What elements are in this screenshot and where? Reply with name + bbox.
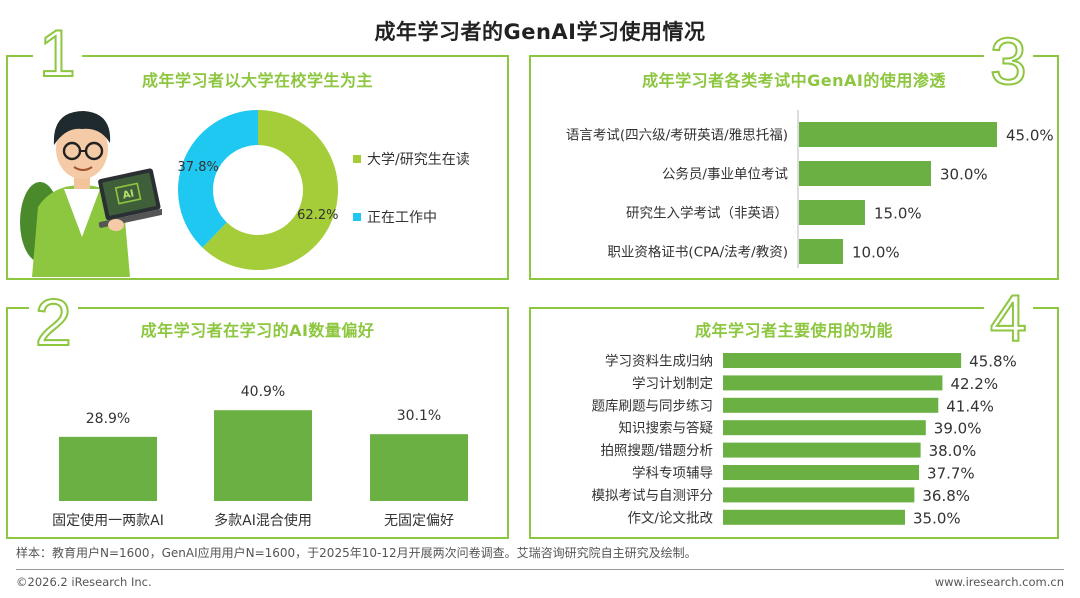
panel-number-2: 2 [29,288,78,356]
donut-slice-label: 37.8% [178,160,219,175]
bar-value-label: 30.0% [940,166,988,184]
bar [723,375,943,391]
legend-label: 大学/研究生在读 [367,152,470,168]
category-label: 拍照搜题/错题分析 [600,443,713,459]
bar-value-label: 39.0% [934,420,982,438]
website-link[interactable]: www.iresearch.com.cn [934,575,1064,589]
category-label: 公务员/事业单位考试 [662,167,789,183]
laptop-ai-text: AI [122,188,136,201]
bar-value-label: 37.7% [927,465,975,483]
legend-swatch [353,213,361,221]
bar [723,420,926,436]
donut-slice-label: 62.2% [297,208,338,223]
bar-value-label: 45.0% [1006,127,1054,145]
panel-title: 成年学习者在学习的AI数量偏好 [140,321,375,340]
panel-title: 成年学习者主要使用的功能 [694,321,893,340]
bar-value-label: 36.8% [922,487,970,505]
category-label: 学科专项辅导 [632,466,713,482]
bar [214,410,312,501]
panel-number-3: 3 [984,27,1033,95]
panel-title: 成年学习者各类考试中GenAI的使用渗透 [642,71,946,90]
donut-slice [177,110,258,248]
panel-student-share: 成年学习者以大学在校学生为主 AI 62.2% 37.8% 大学/研究生在读 正在工… [6,55,509,280]
bar-value-label: 40.9% [241,384,285,400]
donut-slice [202,110,338,270]
panel-ai-count-preference: 成年学习者在学习的AI数量偏好 28.9% 固定使用一两款AI 40.9% 多款AI混… [6,307,509,539]
bar [799,200,865,225]
panel-main-functions: 成年学习者主要使用的功能 学习资料生成归纳 45.8% 学习计划制定 42.2% 题库刷… [529,307,1059,539]
bar [799,239,843,264]
illustration-shirt [64,189,100,237]
footer-divider [16,569,1064,570]
illustration-laptop: AI [98,168,162,228]
bar-value-label: 45.8% [969,353,1017,371]
illustration-face [56,119,108,179]
category-label: 学习计划制定 [632,376,713,392]
bar [59,436,157,501]
bar [723,509,905,525]
bar-value-label: 42.2% [950,375,998,393]
bar [723,353,962,368]
panel-exam-penetration: 成年学习者各类考试中GenAI的使用渗透 语言考试(四六级/考研英语/雅思托福)… [529,55,1059,280]
panel-number-4: 4 [984,284,1033,352]
bar-value-label: 38.0% [929,442,977,460]
bar-value-label: 28.9% [86,411,130,427]
category-label: 多款AI混合使用 [214,512,312,529]
illustration-hair [53,111,111,145]
category-label: 题库刷题与同步练习 [592,398,714,414]
bar-value-label: 10.0% [852,244,900,262]
ai-count-bar-chart: 28.9% 固定使用一两款AI 40.9% 多款AI混合使用 30.1% 无固定偏好 [52,384,468,529]
category-label: 职业资格证书(CPA/法考/教资) [607,245,788,261]
copyright: ©2026.2 iResearch Inc. [16,575,152,589]
bar-value-label: 41.4% [946,397,994,415]
donut-legend: 大学/研究生在读 正在工作中 [353,149,470,265]
exam-bar-chart: 语言考试(四六级/考研英语/雅思托福) 45.0% 公务员/事业单位考试 30.0% 研… [566,110,1054,268]
bar [723,397,939,413]
category-label: 语言考试(四六级/考研英语/雅思托福) [566,127,788,144]
bar-value-label: 30.1% [397,408,441,424]
category-label: 模拟考试与自测评分 [592,488,714,504]
panel-title: 成年学习者以大学在校学生为主 [141,71,373,90]
bar [723,442,921,458]
category-label: 固定使用一两款AI [52,512,164,529]
panel-number-1: 1 [33,19,82,87]
bar [799,161,931,186]
legend-item: 大学/研究生在读 [353,149,470,169]
illustration-hand [108,219,124,231]
legend-label: 正在工作中 [367,210,437,226]
category-label: 研究生入学考试（非英语） [626,205,788,222]
bar [723,465,920,480]
category-label: 无固定偏好 [384,513,454,529]
page-title: 成年学习者的GenAI学习使用情况 [374,20,706,44]
bar-value-label: 15.0% [874,205,922,223]
bar [723,487,915,503]
category-label: 作文/论文批改 [627,510,713,526]
category-label: 知识搜索与答疑 [619,420,714,437]
donut-chart: 62.2% 37.8% [177,110,338,270]
sample-note: 样本：教育用户N=1600，GenAI应用用户N=1600，于2025年10-1… [16,546,697,560]
bar [370,434,468,501]
bar [799,122,997,147]
student-illustration: AI [20,111,162,277]
legend-swatch [353,155,361,163]
category-label: 学习资料生成归纳 [605,353,713,370]
bar-value-label: 35.0% [913,509,961,527]
function-bar-chart: 学习资料生成归纳 45.8% 学习计划制定 42.2% 题库刷题与同步练习 41.4% 知识… [592,353,1017,528]
legend-item: 正在工作中 [353,207,470,227]
